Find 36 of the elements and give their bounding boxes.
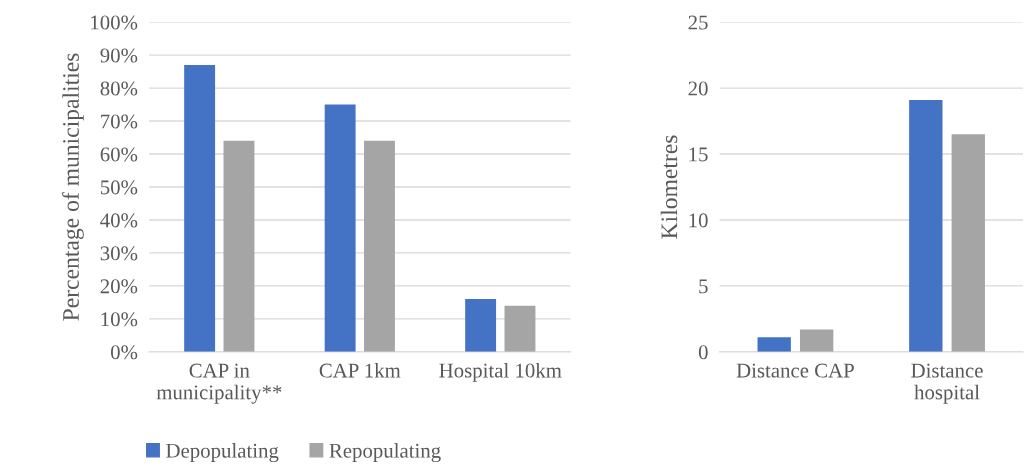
- x-tick-label: Distance CAP: [736, 363, 854, 378]
- y-tick-label: 10%: [101, 312, 138, 327]
- y-tick-label: 60%: [100, 147, 138, 162]
- x-tick-label: Hospital 10km: [439, 362, 562, 382]
- y-tick-label: 25: [688, 15, 708, 30]
- legend-label: Depopulating: [166, 443, 279, 463]
- bar: [799, 329, 834, 352]
- bar: [184, 65, 216, 352]
- bar: [757, 337, 791, 352]
- bar: [951, 134, 985, 352]
- x-tick-label: CAP in municipality**: [156, 363, 282, 404]
- y-axis-title: Percentage of municipalities: [62, 53, 84, 321]
- y-tick-label: 50%: [100, 180, 138, 195]
- y-tick-label: 5: [699, 279, 708, 294]
- bar: [324, 104, 356, 352]
- y-tick-label: 0%: [110, 345, 138, 360]
- y-tick-label: 70%: [101, 114, 138, 129]
- y-tick-label: 15: [689, 147, 708, 162]
- bar: [364, 140, 395, 352]
- y-tick-label: 90%: [100, 48, 138, 63]
- y-tick-label: 80%: [100, 81, 138, 96]
- y-tick-label: 100%: [91, 15, 138, 30]
- y-axis-title: Kilometres: [660, 135, 678, 239]
- bar: [223, 140, 255, 352]
- y-tick-label: 20: [688, 81, 708, 96]
- bar: [504, 305, 536, 352]
- y-tick-label: 40%: [100, 213, 138, 228]
- bar: [909, 99, 943, 352]
- bar: [465, 299, 497, 352]
- y-tick-label: 30%: [100, 246, 138, 261]
- y-tick-label: 0: [698, 345, 708, 360]
- y-tick-label: 10: [689, 213, 708, 228]
- legend-label: Repopulating: [329, 443, 441, 463]
- y-tick-label: 20%: [100, 279, 138, 294]
- x-tick-label: Distance hospital: [911, 363, 983, 404]
- x-tick-label: CAP 1km: [319, 362, 401, 378]
